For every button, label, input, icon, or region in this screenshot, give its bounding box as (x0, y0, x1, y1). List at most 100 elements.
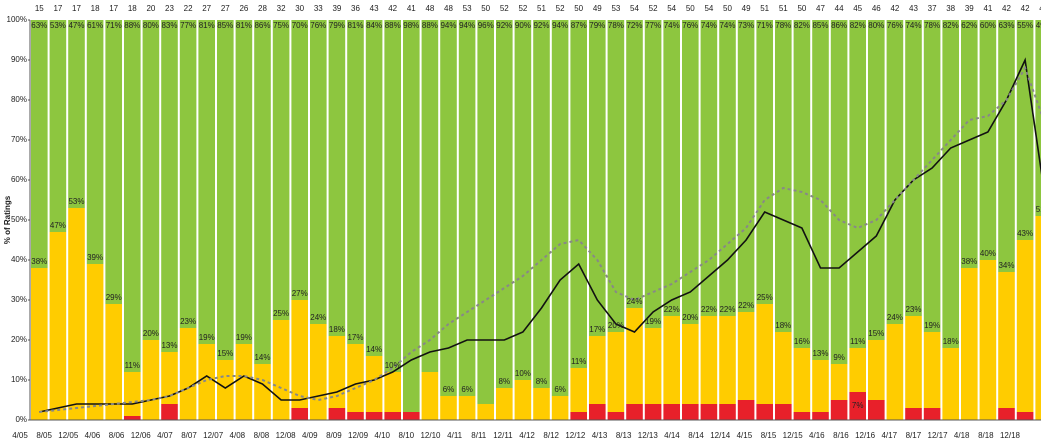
bar-segment (905, 316, 922, 408)
value-label: 17% (347, 333, 363, 342)
value-label: 92% (496, 21, 512, 30)
bar-segment (551, 20, 569, 396)
value-label: 6% (554, 385, 566, 394)
y-tick-label: 70% (11, 135, 27, 144)
value-label: 22% (719, 305, 735, 314)
value-label: 86% (254, 21, 270, 30)
x-tick-label: 8/16 (833, 431, 849, 440)
value-label: 9% (833, 353, 845, 362)
count-label: 52 (649, 4, 658, 13)
bar-segment (1016, 20, 1034, 240)
x-tick-label: 4/15 (737, 431, 753, 440)
value-label: 96% (478, 21, 494, 30)
count-label: 38 (946, 4, 955, 13)
count-label: 26 (239, 4, 248, 13)
value-label: 83% (161, 21, 177, 30)
bar-segment (496, 388, 513, 420)
bar-segment (737, 400, 755, 420)
bar-segment (756, 304, 773, 404)
value-label: 88% (422, 21, 438, 30)
bar-segment (607, 332, 625, 412)
bar-segment (124, 416, 141, 420)
value-label: 84% (366, 21, 382, 30)
value-label: 23% (905, 305, 921, 314)
count-label: 50 (723, 4, 732, 13)
count-label: 43 (370, 4, 379, 13)
x-tick-label: 4/10 (374, 431, 390, 440)
count-label: 50 (797, 4, 806, 13)
value-label: 81% (347, 21, 363, 30)
y-tick-label: 20% (11, 335, 27, 344)
y-tick-label: 100% (7, 15, 27, 24)
count-label: 50 (481, 4, 490, 13)
count-label: 48 (425, 4, 434, 13)
value-label: 19% (924, 321, 940, 330)
bar-segment (570, 412, 587, 420)
count-label: 45 (853, 4, 862, 13)
bar-segment (179, 20, 197, 328)
count-label: 23 (165, 4, 174, 13)
lines (39, 57, 1041, 413)
count-label: 17 (109, 4, 118, 13)
y-tick-label: 50% (11, 215, 27, 224)
count-label: 42 (1002, 4, 1011, 13)
bar-segment (682, 404, 699, 420)
count-label: 50 (574, 4, 583, 13)
bar-segment (663, 20, 680, 316)
value-label: 60% (980, 21, 996, 30)
value-label: 81% (199, 21, 215, 30)
bar-segment (124, 372, 141, 416)
bar-segment (458, 396, 476, 420)
bar-segment (272, 20, 290, 320)
value-label: 72% (626, 21, 642, 30)
x-tick-label: 12/16 (855, 431, 876, 440)
value-label: 73% (738, 21, 754, 30)
x-tick-label: 4/09 (302, 431, 318, 440)
count-label: 51 (760, 4, 769, 13)
bar-segment (291, 300, 308, 408)
value-label: 10% (515, 369, 531, 378)
value-label: 53% (68, 197, 84, 206)
count-label: 27 (202, 4, 211, 13)
value-label: 20% (143, 329, 159, 338)
value-label: 74% (701, 21, 717, 30)
bar-segment (719, 20, 736, 316)
bar-segment (272, 320, 290, 420)
count-label: 42 (388, 4, 397, 13)
value-label: 77% (180, 21, 196, 30)
x-tick-label: 4/14 (664, 431, 680, 440)
value-label: 47% (50, 221, 66, 230)
bar-segment (291, 20, 308, 300)
x-tick-label: 12/14 (710, 431, 731, 440)
bar-segment (775, 404, 792, 420)
value-label: 8% (536, 377, 548, 386)
bar-segment (49, 20, 67, 232)
value-label: 76% (682, 21, 698, 30)
count-label: 36 (351, 4, 360, 13)
count-label: 51 (537, 4, 546, 13)
value-label: 18% (943, 337, 959, 346)
bar-segment (589, 404, 606, 420)
y-tick-label: 30% (11, 295, 27, 304)
bar-segment (626, 308, 643, 404)
value-label: 75% (273, 21, 289, 30)
y-tick-label: 0% (15, 415, 27, 424)
bar-segment (626, 404, 643, 420)
bar-segment (551, 396, 569, 420)
count-label: 27 (221, 4, 230, 13)
bar-segment (514, 20, 532, 380)
bar-segment (328, 408, 346, 420)
bar-segment (682, 20, 699, 324)
bar-segment (607, 20, 625, 332)
bar-segment (998, 272, 1015, 408)
bar-segment (105, 20, 122, 304)
bar-segment (477, 404, 494, 420)
price-line (39, 57, 1041, 413)
bar-segment (1035, 20, 1041, 216)
count-label: 50 (686, 4, 695, 13)
bar-segment (347, 412, 364, 420)
bar-segment (626, 20, 643, 308)
bar-segment (923, 332, 941, 408)
